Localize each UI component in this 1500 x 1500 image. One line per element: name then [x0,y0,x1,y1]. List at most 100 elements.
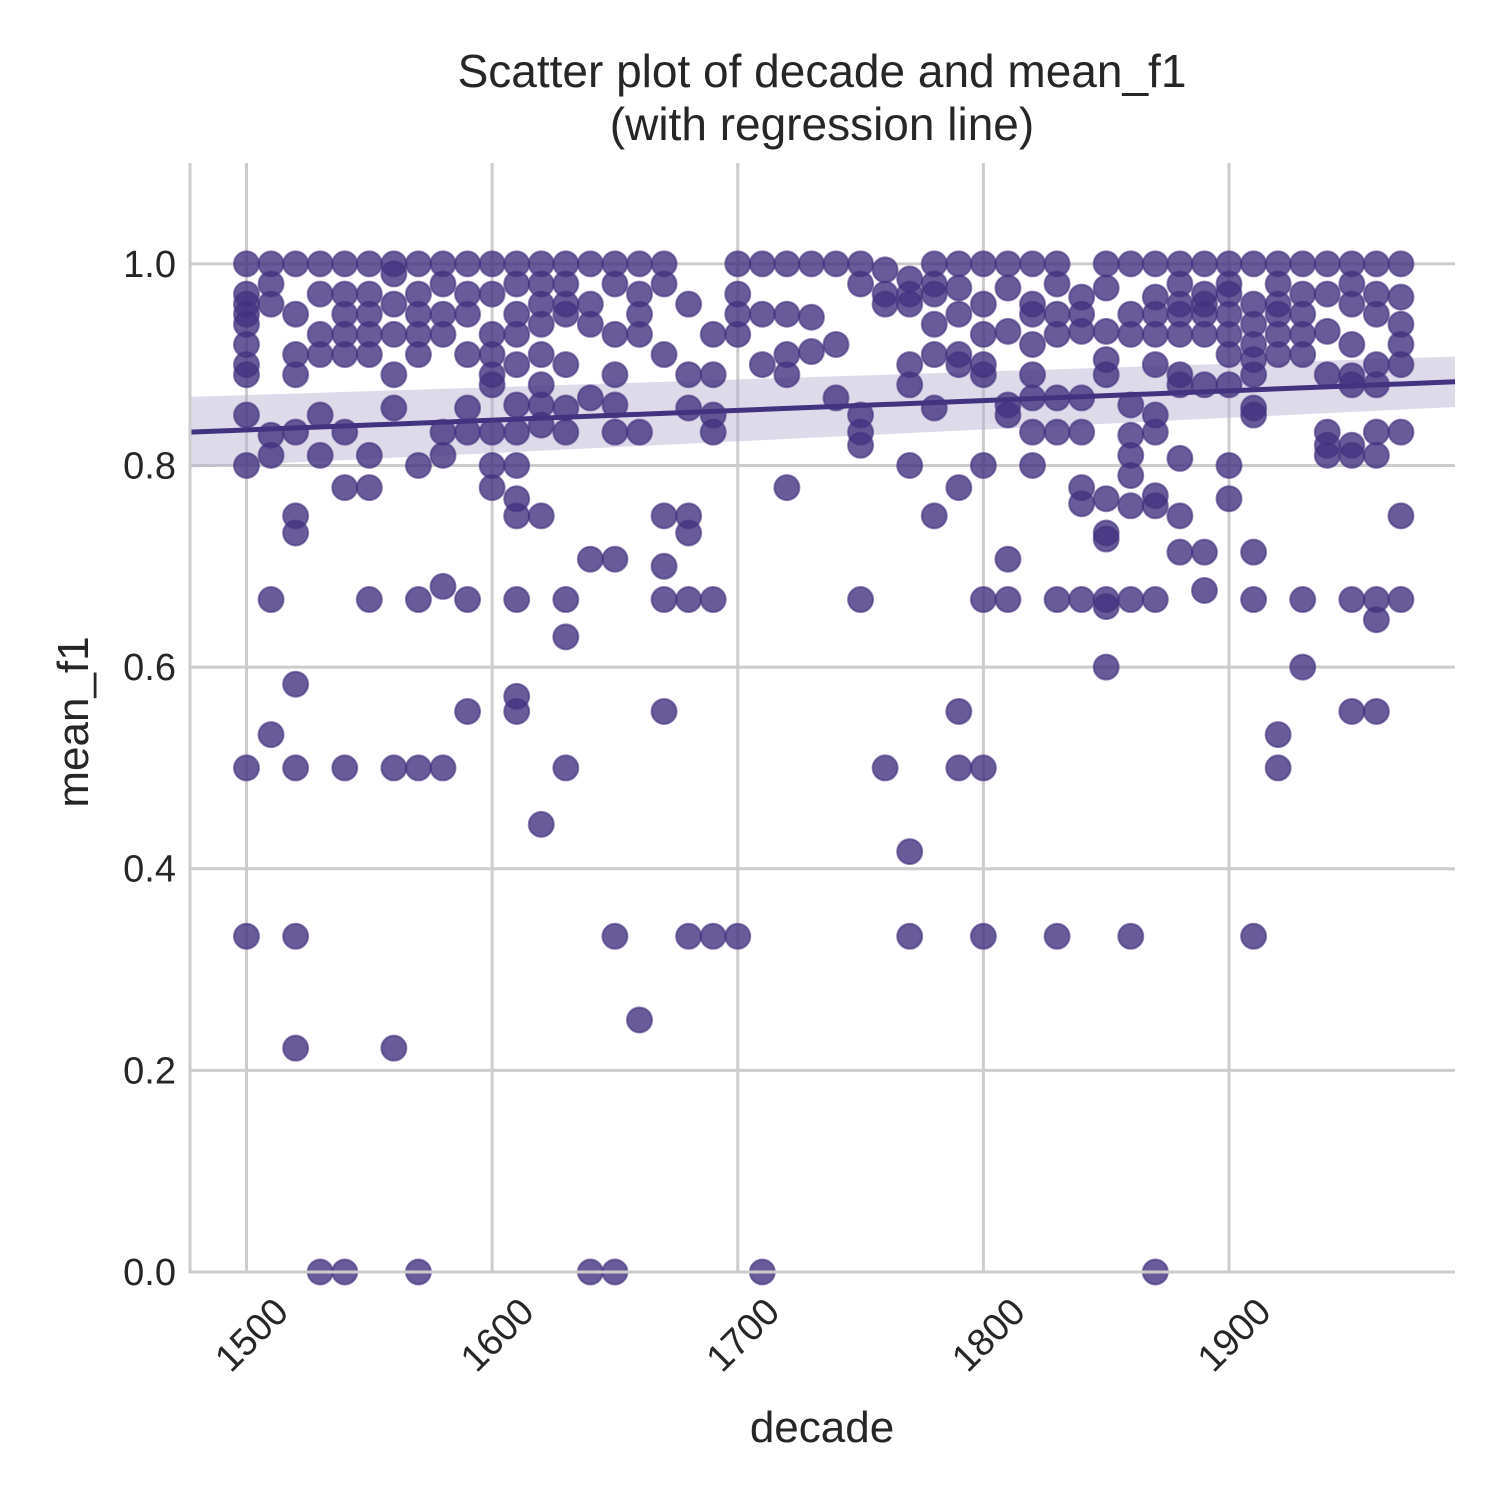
x-tick-label: 1800 [944,1291,1033,1380]
data-point [1092,274,1120,302]
data-point [331,250,359,278]
data-point [601,418,629,446]
data-point [773,250,801,278]
data-point [478,418,506,446]
data-point [626,418,654,446]
data-point [1019,451,1047,479]
data-point [576,384,604,412]
data-point [773,474,801,502]
data-point [773,361,801,389]
data-point [527,502,555,530]
data-point [1117,492,1145,520]
data-point [527,341,555,369]
data-point [355,341,383,369]
data-point [920,310,948,338]
data-point [1166,502,1194,530]
data-point [724,922,752,950]
data-point [871,290,899,318]
data-point [576,310,604,338]
data-point [306,341,334,369]
data-point [945,351,973,379]
data-point [822,250,850,278]
chart-subtitle: (with regression line) [610,98,1034,150]
data-point [1240,250,1268,278]
data-point [1264,754,1292,782]
data-point [503,391,531,419]
data-point [306,441,334,469]
data-point [699,361,727,389]
axes-spines [188,163,1455,1274]
data-point [626,250,654,278]
data-point [1313,317,1341,345]
data-point [969,586,997,614]
data-point [1141,250,1169,278]
data-point [232,922,260,950]
data-point [1092,653,1120,681]
data-point [552,418,580,446]
data-point [1043,418,1071,446]
data-point [969,754,997,782]
data-point [650,697,678,725]
data-point [896,838,924,866]
data-point [1092,317,1120,345]
data-point [232,361,260,389]
data-point [478,280,506,308]
data-point [650,270,678,298]
data-point [257,290,285,318]
data-point [1092,361,1120,389]
y-tick-label: 1.0 [123,244,176,286]
data-point [1190,538,1218,566]
data-point [1362,606,1390,634]
data-point [552,586,580,614]
data-point [282,922,310,950]
data-point [1338,586,1366,614]
data-point [945,754,973,782]
regression-line [189,379,1456,435]
data-point [601,361,629,389]
data-point [797,303,825,331]
data-point [1190,250,1218,278]
data-point [454,394,482,422]
data-point [994,274,1022,302]
data-point [675,519,703,547]
data-point [1068,586,1096,614]
data-point [1240,361,1268,389]
data-point [404,341,432,369]
data-point [355,586,383,614]
chart-title: Scatter plot of decade and mean_f1 [458,45,1187,97]
x-tick-label: 1500 [207,1291,296,1380]
data-point [331,754,359,782]
data-point [1190,320,1218,348]
data-point [282,300,310,328]
data-point [1338,330,1366,358]
data-point [650,552,678,580]
data-point [626,320,654,348]
data-point [282,418,310,446]
data-point [1289,653,1317,681]
data-point [699,586,727,614]
data-point [748,351,776,379]
regression-line-group [189,379,1456,435]
data-point [699,320,727,348]
data-point [675,586,703,614]
data-point [380,260,408,288]
data-point [1362,300,1390,328]
data-point [773,300,801,328]
data-point [1068,317,1096,345]
data-point [380,754,408,782]
data-point [1019,250,1047,278]
x-axis-label: decade [750,1403,894,1452]
data-point [282,1034,310,1062]
data-point [331,341,359,369]
data-point [282,250,310,278]
data-point [552,623,580,651]
data-point [282,361,310,389]
data-point [1313,441,1341,469]
data-point [1068,418,1096,446]
x-tick-label: 1900 [1190,1291,1279,1380]
data-point [282,519,310,547]
data-point [404,451,432,479]
y-tick-label: 0.4 [123,849,176,891]
data-point [994,586,1022,614]
data-point [282,754,310,782]
